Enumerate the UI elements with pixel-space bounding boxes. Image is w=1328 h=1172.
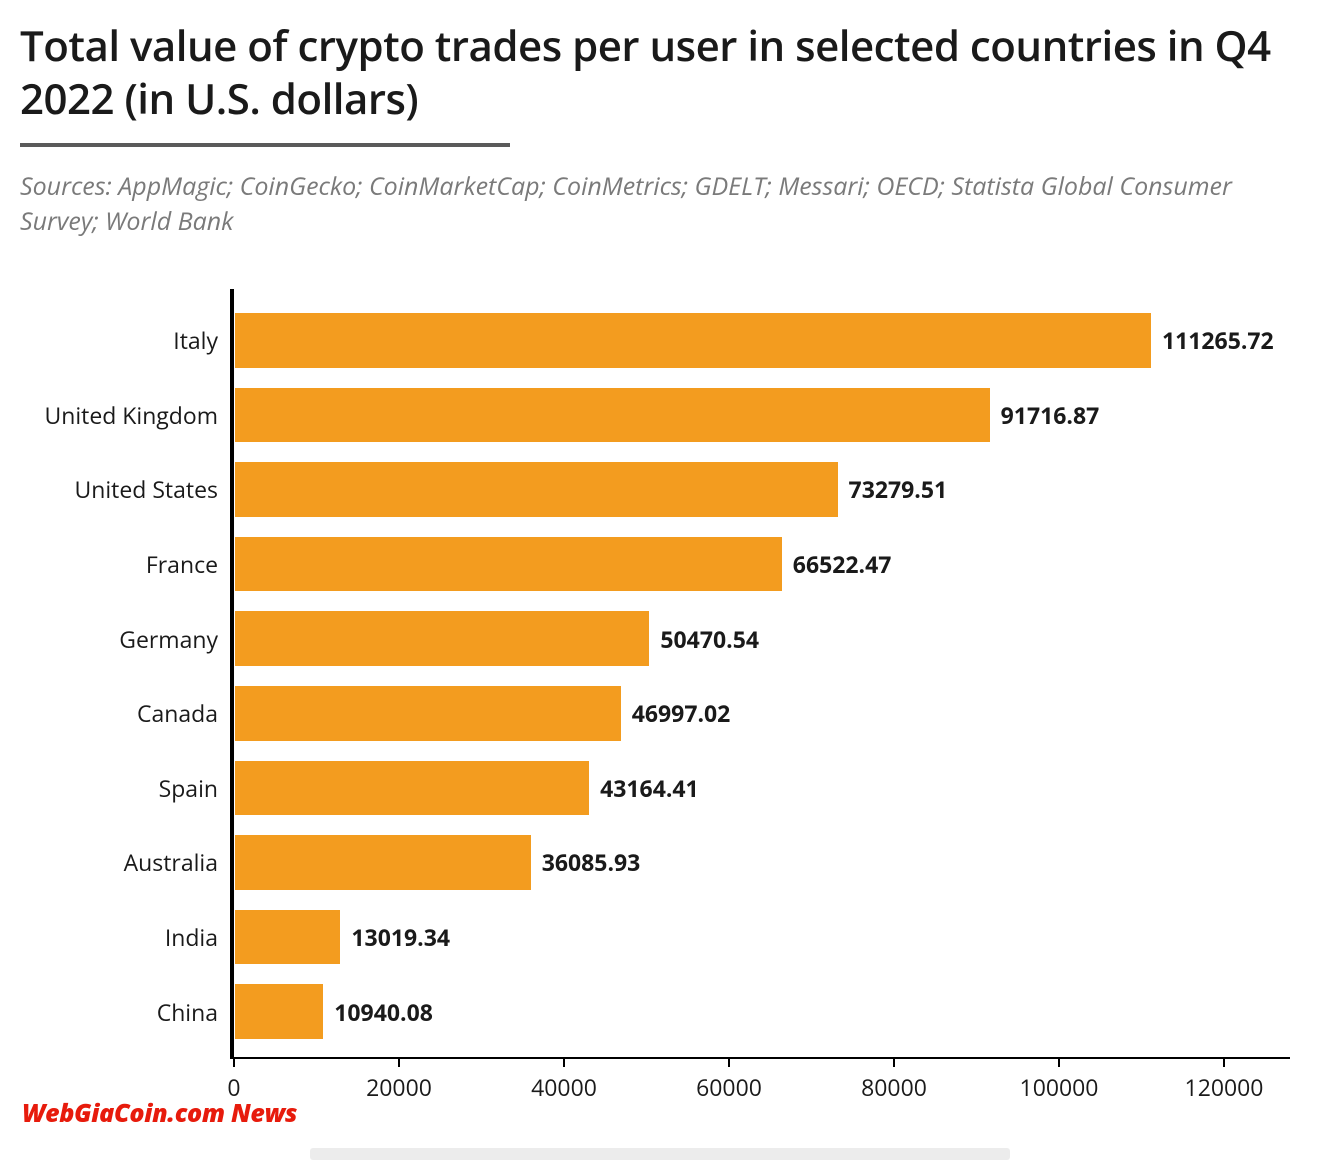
plot-region: Italy111265.72United Kingdom91716.87Unit… [230,289,1290,1059]
x-tick-label: 60000 [696,1071,762,1103]
bar-value-label: 50470.54 [660,623,759,655]
bar [234,685,622,742]
bar-row: Germany50470.54 [234,601,1290,676]
bar [234,983,324,1040]
x-tick-label: 40000 [531,1071,597,1103]
chart-area: Italy111265.72United Kingdom91716.87Unit… [20,289,1288,1099]
bar-value-label: 13019.34 [351,921,450,953]
x-ticks-group: 020000400006000080000100000120000 [230,1059,1290,1099]
bar [234,610,650,667]
watermark-text: WebGiaCoin.com News [22,1096,297,1130]
category-label: Canada [137,697,218,729]
sources-text: Sources: AppMagic; CoinGecko; CoinMarket… [20,169,1280,239]
bar-value-label: 66522.47 [793,548,892,580]
x-tick-mark [233,1057,235,1067]
bar [234,834,532,891]
bar-row: Canada46997.02 [234,676,1290,751]
bar [234,387,991,444]
bar [234,312,1152,369]
bar-value-label: 43164.41 [600,772,699,804]
bar [234,536,783,593]
bar-value-label: 111265.72 [1162,324,1274,356]
category-label: Spain [159,772,218,804]
x-tick-mark [398,1057,400,1067]
bottom-shadow [310,1148,1010,1160]
title-divider [20,143,510,147]
bar-row: China10940.08 [234,974,1290,1049]
bar-value-label: 73279.51 [849,473,948,505]
bar [234,909,341,966]
bar [234,461,839,518]
bar-value-label: 46997.02 [632,697,731,729]
x-tick-mark [893,1057,895,1067]
bar [234,760,590,817]
bars-group: Italy111265.72United Kingdom91716.87Unit… [234,289,1290,1057]
x-tick-label: 100000 [1020,1071,1099,1103]
category-label: Italy [173,324,218,356]
category-label: Australia [124,846,218,878]
category-label: India [165,921,218,953]
x-tick-mark [1223,1057,1225,1067]
x-tick-label: 20000 [366,1071,432,1103]
category-label: United States [74,473,218,505]
category-label: United Kingdom [44,399,218,431]
bar-row: Italy111265.72 [234,303,1290,378]
category-label: China [157,996,218,1028]
x-tick-mark [728,1057,730,1067]
bar-value-label: 36085.93 [542,846,641,878]
chart-title: Total value of crypto trades per user in… [20,20,1288,125]
x-tick-mark [563,1057,565,1067]
bar-row: France66522.47 [234,527,1290,602]
category-label: Germany [119,623,218,655]
bar-row: Australia36085.93 [234,825,1290,900]
bar-row: India13019.34 [234,900,1290,975]
bar-value-label: 10940.08 [334,996,433,1028]
bar-value-label: 91716.87 [1001,399,1100,431]
category-label: France [146,548,218,580]
x-tick-label: 120000 [1185,1071,1264,1103]
x-tick-label: 80000 [861,1071,927,1103]
bar-row: United Kingdom91716.87 [234,378,1290,453]
bar-row: United States73279.51 [234,452,1290,527]
chart-container: Total value of crypto trades per user in… [0,0,1328,1172]
x-tick-mark [1058,1057,1060,1067]
bar-row: Spain43164.41 [234,751,1290,826]
